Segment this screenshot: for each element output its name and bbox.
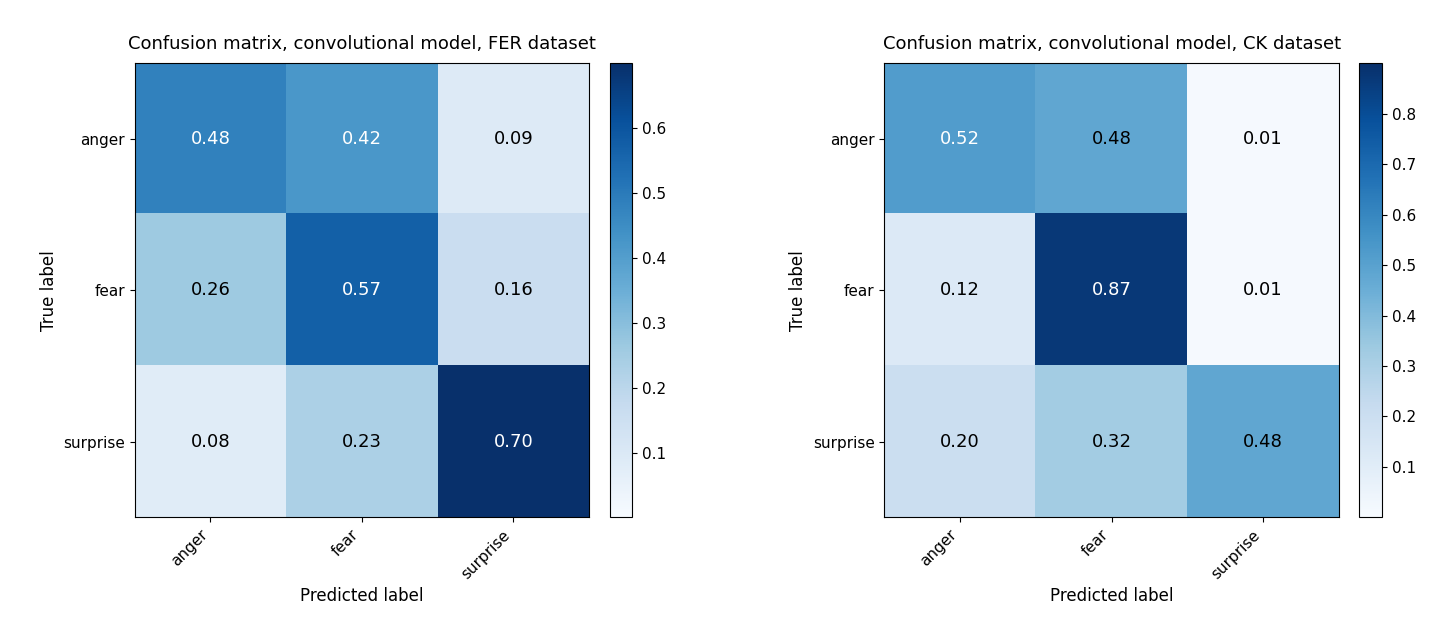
Text: 0.70: 0.70 [494, 433, 533, 451]
Text: 0.42: 0.42 [342, 130, 381, 148]
Text: 0.57: 0.57 [342, 281, 381, 299]
X-axis label: Predicted label: Predicted label [1050, 587, 1174, 605]
Text: 0.48: 0.48 [191, 130, 230, 148]
Text: 0.01: 0.01 [1243, 130, 1283, 148]
Text: 0.16: 0.16 [494, 281, 533, 299]
Text: 0.01: 0.01 [1243, 281, 1283, 299]
Text: 0.12: 0.12 [941, 281, 980, 299]
Text: 0.48: 0.48 [1243, 433, 1283, 451]
Text: 0.23: 0.23 [342, 433, 381, 451]
Title: Confusion matrix, convolutional model, FER dataset: Confusion matrix, convolutional model, F… [128, 35, 596, 53]
Text: 0.87: 0.87 [1092, 281, 1131, 299]
Text: 0.52: 0.52 [941, 130, 980, 148]
Text: 0.26: 0.26 [191, 281, 230, 299]
Text: 0.20: 0.20 [941, 433, 980, 451]
Text: 0.32: 0.32 [1092, 433, 1131, 451]
Y-axis label: True label: True label [39, 250, 58, 331]
Text: 0.48: 0.48 [1092, 130, 1131, 148]
Y-axis label: True label: True label [789, 250, 807, 331]
Text: 0.08: 0.08 [191, 433, 230, 451]
Text: 0.09: 0.09 [494, 130, 533, 148]
Title: Confusion matrix, convolutional model, CK dataset: Confusion matrix, convolutional model, C… [882, 35, 1341, 53]
X-axis label: Predicted label: Predicted label [300, 587, 424, 605]
